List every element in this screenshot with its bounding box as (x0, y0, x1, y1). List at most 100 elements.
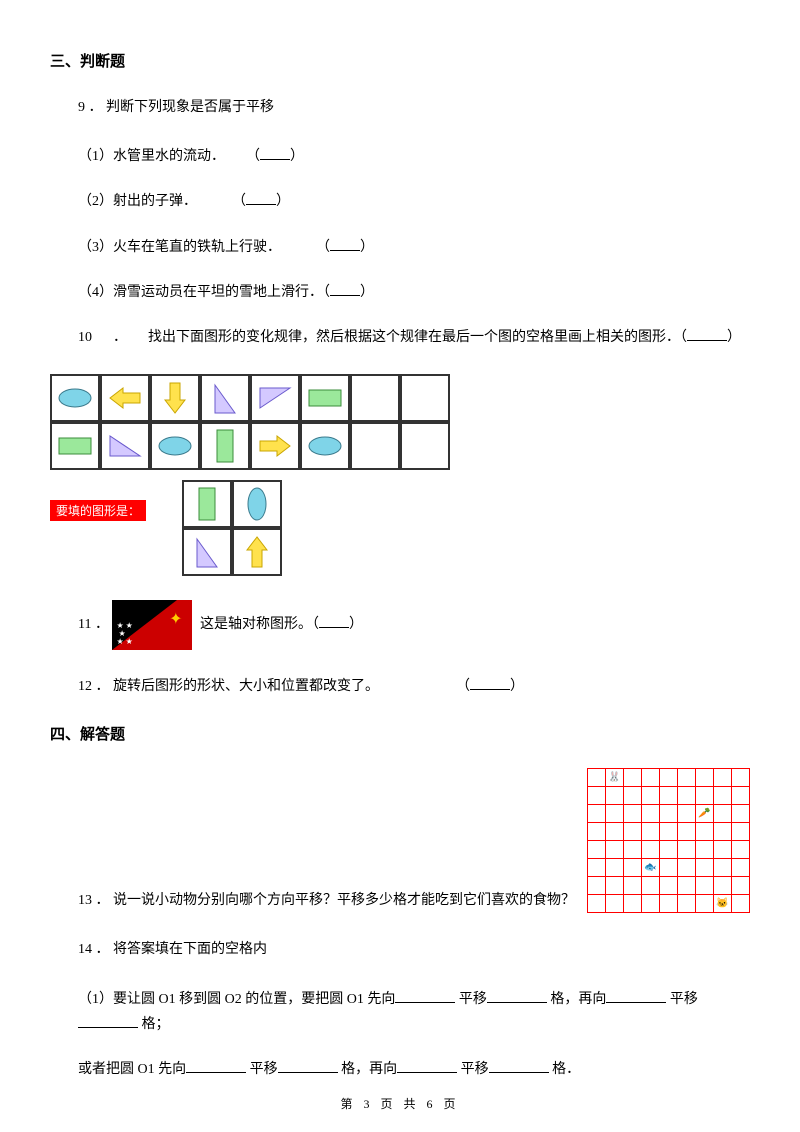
cell-tri (250, 374, 300, 422)
grid-cell (606, 877, 624, 895)
blank (397, 1059, 457, 1073)
cell-rect (50, 422, 100, 470)
q14-s1b: 平移 (459, 992, 487, 1007)
paren-close: ） (727, 330, 741, 345)
grid-cell (696, 823, 714, 841)
grid-cell (714, 787, 732, 805)
section-4-header: 四、解答题 (50, 723, 750, 744)
q9-number: 9 ． (78, 100, 103, 115)
q14-s2b: 平移 (250, 1062, 278, 1077)
grid-cell (678, 841, 696, 859)
paren-close: ） (360, 285, 374, 300)
grid-cell (660, 823, 678, 841)
blank (78, 1014, 138, 1028)
section-3-header: 三、判断题 (50, 50, 750, 71)
grid-cell (714, 769, 732, 787)
grid-cell (678, 895, 696, 913)
cell-rect (300, 374, 350, 422)
grid-cell (678, 769, 696, 787)
grid-cell (678, 787, 696, 805)
grid-cell (678, 877, 696, 895)
grid-cell (714, 805, 732, 823)
page-footer: 第 3 页 共 6 页 (0, 1095, 800, 1112)
grid-cell (696, 895, 714, 913)
grid-cell (696, 859, 714, 877)
q9-item-1: （1）水管里水的流动． （ ） (78, 144, 750, 169)
q13-number: 13 ． (78, 893, 110, 908)
blank (330, 282, 360, 296)
grid-cell (642, 805, 660, 823)
grid-cell (714, 859, 732, 877)
q14-s1c: 格，再向 (550, 992, 606, 1007)
grid-cell (660, 859, 678, 877)
answer-block: 要填的图形是： (50, 480, 750, 576)
grid-cell (588, 859, 606, 877)
grid-cell (624, 787, 642, 805)
grid-cell (588, 877, 606, 895)
grid-cell (678, 805, 696, 823)
grid-cell (696, 787, 714, 805)
q9-i2-text: （2）射出的子弹． (78, 194, 197, 209)
grid-cell (642, 769, 660, 787)
paren-open: （ (246, 149, 260, 164)
q9-i1-text: （1）水管里水的流动． (78, 149, 225, 164)
blank (489, 1059, 549, 1073)
grid-cell (624, 805, 642, 823)
grid-cell (606, 841, 624, 859)
cell-ellipse (50, 374, 100, 422)
cell-ellipse (300, 422, 350, 470)
q12-number: 12 ． (78, 679, 110, 694)
q14-stem: 将答案填在下面的空格内 (113, 942, 267, 957)
paren-open: （ (232, 194, 246, 209)
blank (487, 989, 547, 1003)
grid-cell (642, 895, 660, 913)
grid-cell (678, 823, 696, 841)
grid-cell (660, 787, 678, 805)
cell-blank (350, 422, 400, 470)
grid-cell: 🐱 (714, 895, 732, 913)
grid-cell (696, 769, 714, 787)
grid-cell (732, 877, 750, 895)
cell-tri (100, 422, 150, 470)
grid-cell (606, 823, 624, 841)
grid-cell (732, 859, 750, 877)
answer-label: 要填的图形是： (50, 500, 146, 521)
paren-close: ） (510, 679, 524, 694)
grid-cell: 🥕 (696, 805, 714, 823)
red-grid-figure: 🐰🥕🐟🐱 (587, 768, 750, 913)
grid-cell (732, 895, 750, 913)
q9-item-2: （2）射出的子弹． （） (78, 189, 750, 214)
blank (319, 614, 349, 628)
cell-ellipse-vert (232, 480, 282, 528)
q14-s1e: 格； (142, 1017, 170, 1032)
blank (186, 1059, 246, 1073)
q9-item-4: （4）滑雪运动员在平坦的雪地上滑行．（） (78, 280, 750, 305)
grid-cell (588, 895, 606, 913)
blank (278, 1059, 338, 1073)
q12-stem: 旋转后图形的形状、大小和位置都改变了。 (113, 679, 379, 694)
grid-cell (732, 805, 750, 823)
cell-blank (350, 374, 400, 422)
blank (687, 327, 727, 341)
paren-close: ） (349, 617, 363, 632)
grid-cell (660, 877, 678, 895)
cell-arrow-up (232, 528, 282, 576)
grid-cell (624, 841, 642, 859)
blank (330, 237, 360, 251)
paren-close: ） (290, 149, 304, 164)
cell-arrow-down (150, 374, 200, 422)
q9-i3-text: （3）火车在笔直的铁轨上行驶． (78, 240, 281, 255)
grid-cell (732, 769, 750, 787)
grid-cell: 🐰 (606, 769, 624, 787)
blank (246, 191, 276, 205)
grid-cell (588, 769, 606, 787)
q14-number: 14 ． (78, 942, 110, 957)
cell-tri (200, 374, 250, 422)
cell-arrow-left (100, 374, 150, 422)
grid-cell (588, 805, 606, 823)
cell-rect-vert (200, 422, 250, 470)
grid-cell (606, 787, 624, 805)
q14-s2a: 或者把圆 O1 先向 (78, 1062, 186, 1077)
blank (470, 676, 510, 690)
paren-close: ） (360, 240, 374, 255)
